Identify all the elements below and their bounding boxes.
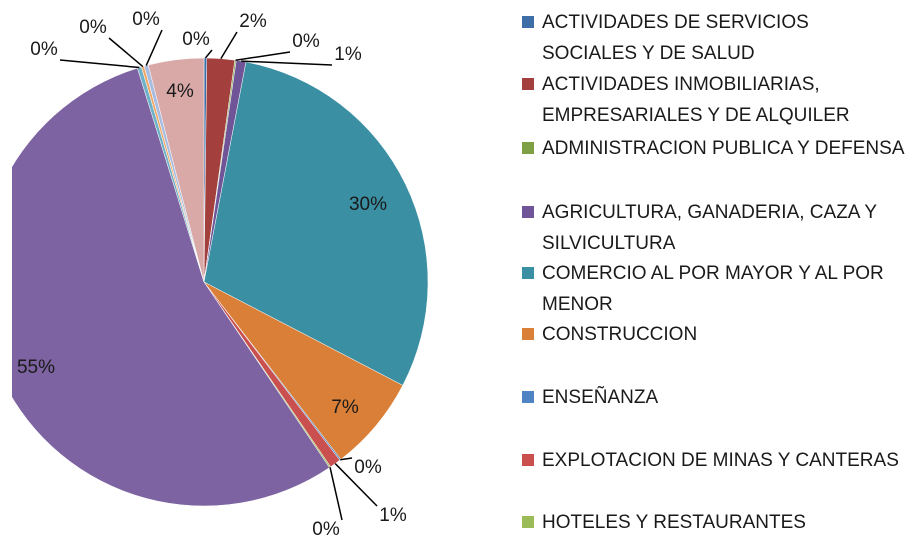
data-label: 0%: [292, 31, 320, 52]
data-label: 1%: [379, 505, 407, 526]
legend-swatch: [522, 142, 534, 154]
legend-swatch: [522, 267, 534, 279]
legend-entry: HOTELES Y RESTAURANTES: [522, 507, 907, 538]
legend-entry: AGRICULTURA, GANADERIA, CAZA Y SILVICULT…: [522, 197, 907, 259]
legend-entry: ACTIVIDADES DE SERVICIOS SOCIALES Y DE S…: [522, 7, 907, 69]
legend-label: EXPLOTACION DE MINAS Y CANTERAS: [542, 450, 899, 471]
legend-label: AGRICULTURA, GANADERIA, CAZA Y SILVICULT…: [542, 202, 877, 254]
leader-line: [329, 467, 343, 521]
legend-label: ENSEÑANZA: [542, 387, 659, 408]
legend-label: ADMINISTRACION PUBLICA Y DEFENSA: [542, 138, 905, 159]
legend-entry: ENSEÑANZA: [522, 382, 907, 413]
leader-line: [59, 59, 140, 69]
leader-line: [340, 457, 353, 461]
data-label: 0%: [312, 519, 340, 538]
legend-label: ACTIVIDADES INMOBILIARIAS, EMPRESARIALES…: [542, 74, 850, 126]
pie-slice: [203, 61, 429, 386]
legend-swatch: [522, 516, 534, 528]
data-label: 0%: [182, 29, 210, 50]
legend-entry: ADMINISTRACION PUBLICA Y DEFENSA: [522, 133, 907, 164]
legend-entry: COMERCIO AL POR MAYOR Y AL POR MENOR: [522, 258, 907, 320]
legend-swatch: [522, 391, 534, 403]
legend-entry: EXPLOTACION DE MINAS Y CANTERAS: [522, 445, 907, 476]
legend-label: COMERCIO AL POR MAYOR Y AL POR MENOR: [542, 263, 884, 315]
data-label: 0%: [79, 17, 107, 38]
data-label: 1%: [334, 44, 362, 65]
legend-label: ACTIVIDADES DE SERVICIOS SOCIALES Y DE S…: [542, 12, 809, 64]
legend-label: HOTELES Y RESTAURANTES: [542, 512, 806, 533]
legend-swatch: [522, 328, 534, 340]
data-label: 0%: [132, 9, 160, 30]
legend-swatch: [522, 206, 534, 218]
leader-line: [204, 49, 213, 59]
leader-line: [220, 31, 238, 60]
pie-slice: [12, 67, 330, 507]
legend-swatch: [522, 454, 534, 466]
legend-swatch: [522, 16, 534, 28]
data-label: 2%: [239, 11, 267, 32]
leader-line: [241, 60, 333, 66]
leader-line: [235, 51, 291, 61]
leader-line: [145, 29, 163, 66]
data-label: 0%: [30, 39, 58, 60]
legend-label: CONSTRUCCION: [542, 324, 698, 345]
pie-slice: [147, 57, 205, 283]
legend-swatch: [522, 78, 534, 90]
data-label: 30%: [349, 194, 387, 215]
legend-entry: ACTIVIDADES INMOBILIARIAS, EMPRESARIALES…: [522, 69, 907, 131]
data-label: 0%: [354, 457, 382, 478]
leader-line: [334, 463, 378, 507]
data-label: 7%: [331, 397, 359, 418]
legend-entry: CONSTRUCCION: [522, 319, 907, 350]
data-label: 4%: [166, 81, 194, 102]
leader-line: [108, 37, 144, 68]
data-label: 55%: [17, 357, 55, 378]
